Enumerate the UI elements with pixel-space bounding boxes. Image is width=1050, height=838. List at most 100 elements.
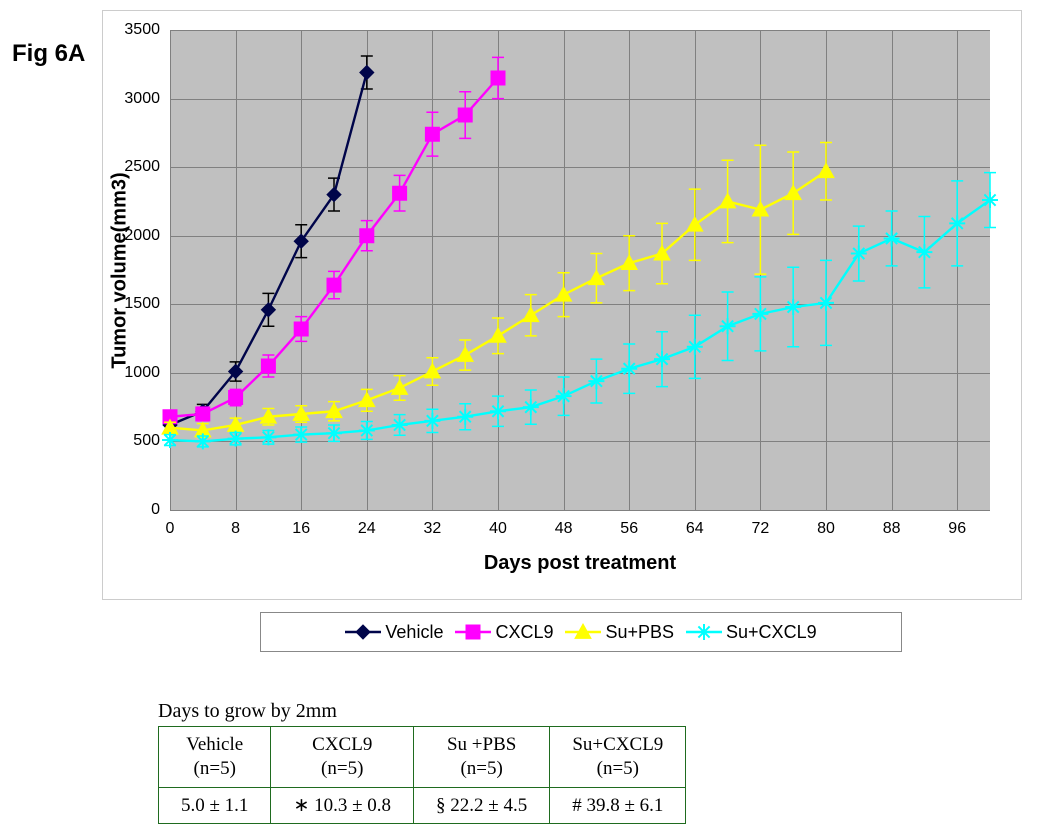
y-tick-label: 2000 bbox=[100, 227, 160, 245]
series-marker bbox=[785, 299, 801, 315]
series-marker bbox=[949, 215, 965, 231]
series-marker bbox=[785, 185, 801, 199]
x-tick-label: 16 bbox=[292, 520, 310, 538]
series-marker bbox=[424, 413, 440, 429]
legend-label: CXCL9 bbox=[495, 622, 553, 643]
y-tick-label: 1500 bbox=[100, 295, 160, 313]
figure-label: Fig 6A bbox=[12, 40, 85, 68]
series-line bbox=[170, 78, 498, 417]
y-tick-label: 3500 bbox=[100, 21, 160, 39]
table-cell: § 22.2 ± 4.5 bbox=[414, 787, 550, 824]
legend: Vehicle CXCL9 Su+PBS Su+CXCL9 bbox=[260, 612, 902, 652]
series-marker bbox=[360, 66, 374, 80]
legend-swatch bbox=[455, 623, 491, 641]
table-cell: # 39.8 ± 6.1 bbox=[550, 787, 686, 824]
series-marker bbox=[654, 351, 670, 367]
series-marker bbox=[229, 391, 243, 405]
series-marker bbox=[393, 186, 407, 200]
x-tick-label: 88 bbox=[883, 520, 901, 538]
series-line bbox=[170, 200, 990, 441]
series-marker bbox=[490, 403, 506, 419]
series-marker bbox=[359, 392, 375, 406]
series-marker bbox=[982, 192, 998, 208]
series-marker bbox=[720, 318, 736, 334]
x-tick-label: 40 bbox=[489, 520, 507, 538]
legend-swatch bbox=[345, 623, 381, 641]
series-marker bbox=[916, 244, 932, 260]
series-marker bbox=[359, 422, 375, 438]
series-marker bbox=[327, 278, 341, 292]
series-marker bbox=[261, 359, 275, 373]
table-cell: ∗ 10.3 ± 0.8 bbox=[271, 787, 414, 824]
x-tick-label: 64 bbox=[686, 520, 704, 538]
series-marker bbox=[818, 163, 834, 177]
x-tick-label: 80 bbox=[817, 520, 835, 538]
x-tick-label: 32 bbox=[423, 520, 441, 538]
x-tick-label: 48 bbox=[555, 520, 573, 538]
series-layer bbox=[170, 30, 990, 510]
x-tick-label: 24 bbox=[358, 520, 376, 538]
series-marker bbox=[588, 270, 604, 284]
legend-label: Su+CXCL9 bbox=[726, 622, 817, 643]
x-axis-label: Days post treatment bbox=[170, 552, 990, 575]
series-marker bbox=[884, 230, 900, 246]
series-marker bbox=[196, 407, 210, 421]
series-marker bbox=[490, 328, 506, 342]
series-marker bbox=[260, 429, 276, 445]
series-marker bbox=[392, 417, 408, 433]
table-row: 5.0 ± 1.1∗ 10.3 ± 0.8§ 22.2 ± 4.5# 39.8 … bbox=[159, 787, 686, 824]
legend-label: Vehicle bbox=[385, 622, 443, 643]
x-tick-label: 0 bbox=[166, 520, 175, 538]
series-marker bbox=[293, 427, 309, 443]
series-marker bbox=[588, 373, 604, 389]
legend-swatch bbox=[686, 623, 722, 641]
series-marker bbox=[523, 307, 539, 321]
series-marker bbox=[752, 306, 768, 322]
series-marker bbox=[523, 399, 539, 415]
table-header-cell: Su +PBS(n=5) bbox=[414, 727, 550, 788]
x-tick-label: 72 bbox=[751, 520, 769, 538]
series-marker bbox=[392, 380, 408, 394]
series-marker bbox=[360, 229, 374, 243]
data-table: Vehicle(n=5)CXCL9(n=5)Su +PBS(n=5)Su+CXC… bbox=[158, 726, 686, 824]
gridline-h bbox=[170, 510, 990, 511]
series-marker bbox=[687, 339, 703, 355]
table-cell: 5.0 ± 1.1 bbox=[159, 787, 271, 824]
x-tick-label: 56 bbox=[620, 520, 638, 538]
legend-item: Su+CXCL9 bbox=[686, 622, 817, 643]
series-marker bbox=[457, 409, 473, 425]
legend-label: Su+PBS bbox=[605, 622, 674, 643]
y-tick-label: 500 bbox=[100, 432, 160, 450]
legend-item: Su+PBS bbox=[565, 622, 674, 643]
table-header-row: Vehicle(n=5)CXCL9(n=5)Su +PBS(n=5)Su+CXC… bbox=[159, 727, 686, 788]
table-header-cell: Su+CXCL9(n=5) bbox=[550, 727, 686, 788]
series-marker bbox=[458, 108, 472, 122]
table-caption: Days to grow by 2mm bbox=[158, 700, 337, 723]
series-marker bbox=[457, 347, 473, 361]
legend-swatch bbox=[565, 623, 601, 641]
series-marker bbox=[851, 246, 867, 262]
series-marker bbox=[556, 287, 572, 301]
legend-item: Vehicle bbox=[345, 622, 443, 643]
series-marker bbox=[720, 193, 736, 207]
table-header-cell: Vehicle(n=5) bbox=[159, 727, 271, 788]
y-tick-label: 1000 bbox=[100, 364, 160, 382]
y-tick-label: 3000 bbox=[100, 90, 160, 108]
series-marker bbox=[818, 295, 834, 311]
x-tick-label: 96 bbox=[948, 520, 966, 538]
plot-wrap: Tumor volume(mm3) Days post treatment 05… bbox=[170, 30, 990, 510]
legend-item: CXCL9 bbox=[455, 622, 553, 643]
y-tick-label: 2500 bbox=[100, 158, 160, 176]
series-marker bbox=[687, 217, 703, 231]
x-tick-label: 8 bbox=[231, 520, 240, 538]
series-marker bbox=[556, 388, 572, 404]
figure-page: Fig 6A Tumor volume(mm3) Days post treat… bbox=[0, 0, 1050, 838]
series-marker bbox=[261, 303, 275, 317]
series-marker bbox=[326, 425, 342, 441]
series-marker bbox=[294, 322, 308, 336]
series-marker bbox=[425, 127, 439, 141]
series-marker bbox=[424, 363, 440, 377]
series-marker bbox=[621, 361, 637, 377]
series-marker bbox=[491, 71, 505, 85]
y-axis-label: Tumor volume(mm3) bbox=[109, 172, 132, 368]
